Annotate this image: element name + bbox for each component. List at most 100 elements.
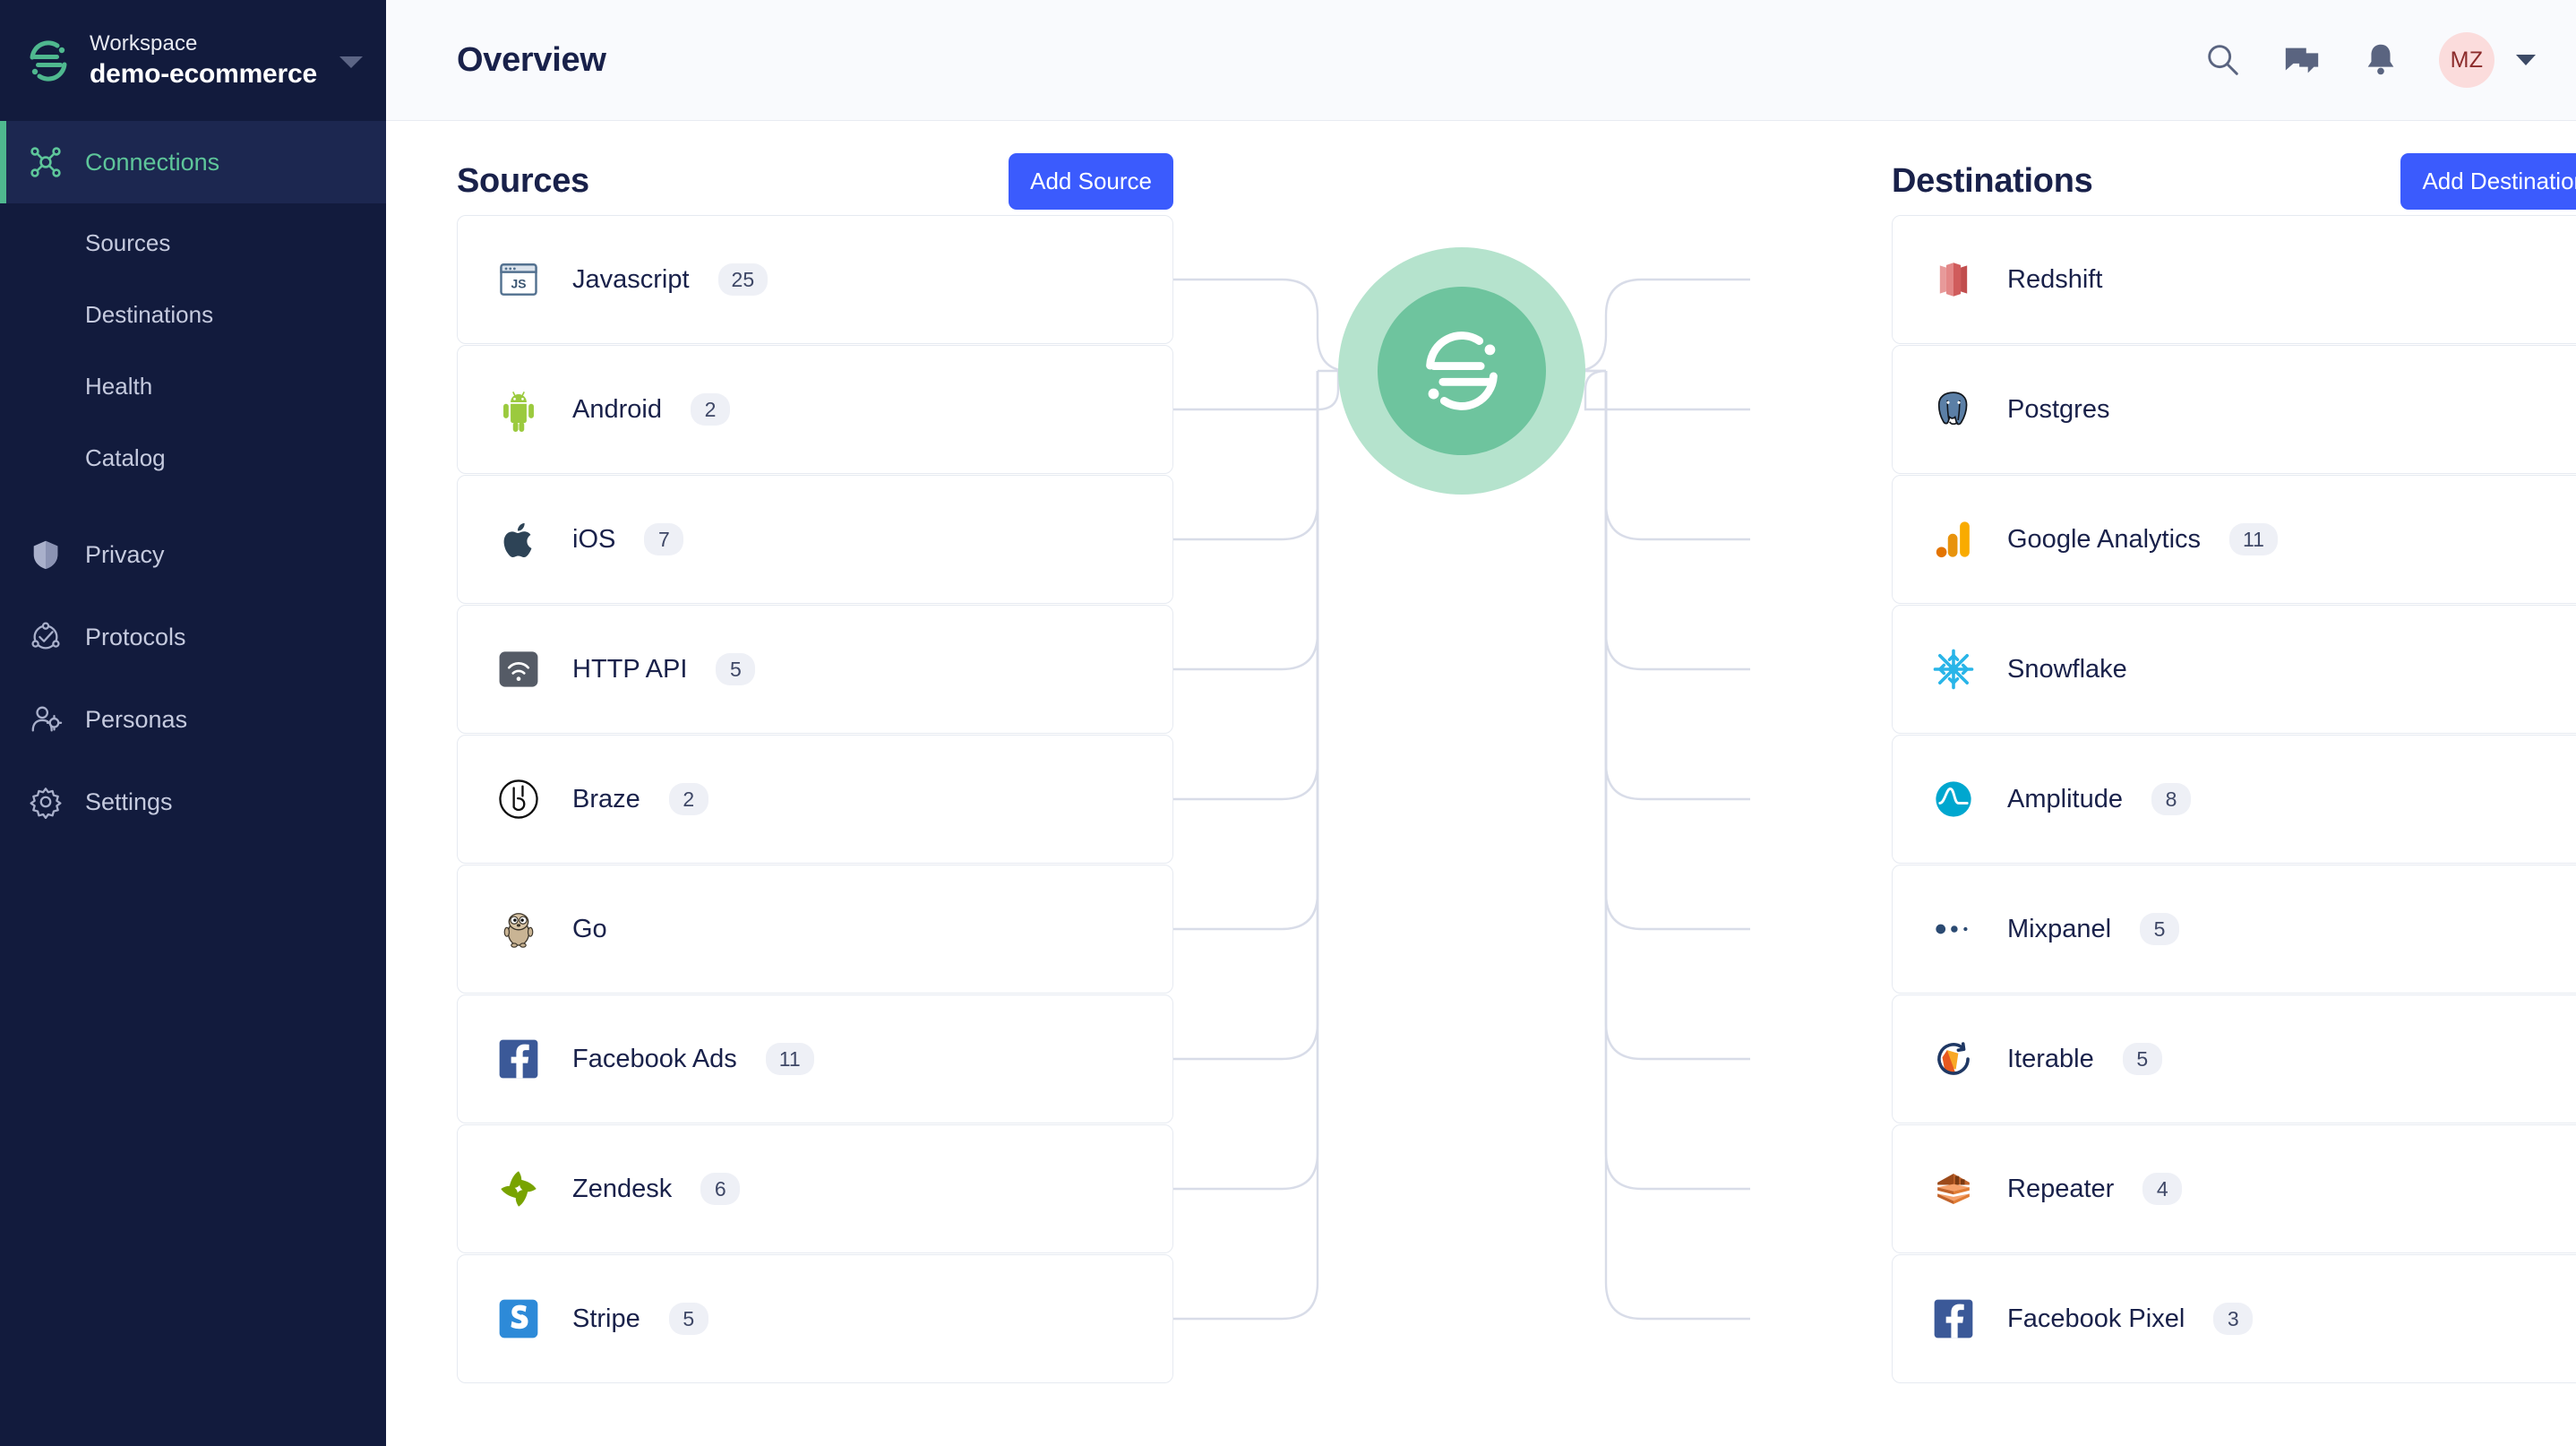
topbar-icons: MZ xyxy=(2202,32,2536,88)
bell-icon[interactable] xyxy=(2360,39,2401,81)
source-card-ios[interactable]: iOS 7 xyxy=(457,475,1173,604)
chevron-down-icon[interactable] xyxy=(339,56,363,68)
destination-card-google-analytics[interactable]: Google Analytics 11 xyxy=(1892,475,2576,604)
main-area: Overview xyxy=(386,0,2576,1446)
sidebar-item-privacy[interactable]: Privacy xyxy=(0,513,386,596)
sidebar-item-protocols[interactable]: Protocols xyxy=(0,596,386,678)
destination-card-postgres[interactable]: Postgres xyxy=(1892,345,2576,474)
source-name: Javascript xyxy=(572,264,690,294)
sidebar-item-health[interactable]: Health xyxy=(0,350,386,422)
source-name: HTTP API xyxy=(572,654,688,684)
source-count-badge: 2 xyxy=(690,392,730,426)
workspace-text: Workspace demo-ecommerce xyxy=(90,31,323,90)
avatar[interactable]: MZ xyxy=(2439,32,2494,88)
sidebar-item-label: Protocols xyxy=(85,623,186,650)
sidebar-subitem-label: Sources xyxy=(85,228,171,256)
sidebar-item-label: Settings xyxy=(85,788,173,815)
source-name: Zendesk xyxy=(572,1174,673,1203)
source-card-javascript[interactable]: JS Javascript 25 xyxy=(457,215,1173,344)
javascript-icon: JS xyxy=(494,254,544,305)
source-count-badge: 7 xyxy=(644,522,684,556)
sidebar-item-personas[interactable]: Personas xyxy=(0,678,386,761)
sidebar-item-label: Connections xyxy=(85,148,220,176)
sidebar-item-label: Personas xyxy=(85,705,188,733)
destination-card-mixpanel[interactable]: Mixpanel 5 xyxy=(1892,865,2576,994)
source-card-go[interactable]: Go xyxy=(457,865,1173,994)
connections-icon xyxy=(28,144,64,180)
sidebar-item-sources[interactable]: Sources xyxy=(0,207,386,279)
destinations-title: Destinations xyxy=(1892,162,2093,200)
topbar: Overview xyxy=(386,0,2576,121)
add-source-button[interactable]: Add Source xyxy=(1009,153,1173,210)
source-card-http-api[interactable]: HTTP API 5 xyxy=(457,605,1173,734)
page-title: Overview xyxy=(457,40,606,79)
segment-logo-icon xyxy=(23,36,73,86)
sources-title: Sources xyxy=(457,162,589,200)
destination-count-badge: 5 xyxy=(2122,1042,2162,1076)
go-gopher-icon xyxy=(494,904,544,954)
source-count-badge: 11 xyxy=(765,1042,814,1076)
source-name: Android xyxy=(572,394,662,424)
destination-count-badge: 11 xyxy=(2229,522,2278,556)
sidebar-subitem-label: Catalog xyxy=(85,443,166,471)
source-name: Go xyxy=(572,914,607,943)
sidebar-item-connections[interactable]: Connections xyxy=(0,121,386,203)
sidebar-item-settings[interactable]: Settings xyxy=(0,761,386,843)
destination-card-facebook-pixel[interactable]: Facebook Pixel 3 xyxy=(1892,1254,2576,1383)
workspace-name: demo-ecommerce xyxy=(90,58,317,89)
destination-name: Mixpanel xyxy=(2007,914,2112,943)
sidebar-item-destinations[interactable]: Destinations xyxy=(0,279,386,350)
workspace-label: Workspace xyxy=(90,30,198,56)
protocols-icon xyxy=(28,619,64,655)
sources-column: Sources Add Source JS xyxy=(457,121,1173,1384)
sources-header: Sources Add Source xyxy=(457,121,1173,215)
source-name: iOS xyxy=(572,524,616,554)
source-name: Braze xyxy=(572,784,640,813)
android-icon xyxy=(494,384,544,435)
facebook-icon xyxy=(1928,1294,1979,1344)
destination-card-snowflake[interactable]: Snowflake xyxy=(1892,605,2576,734)
workspace-switcher[interactable]: Workspace demo-ecommerce xyxy=(0,0,386,121)
destinations-column: Destinations Add Destination xyxy=(1892,121,2576,1384)
chat-icon[interactable] xyxy=(2281,39,2323,81)
source-card-stripe[interactable]: Stripe 5 xyxy=(457,1254,1173,1383)
google-analytics-icon xyxy=(1928,514,1979,564)
sidebar-subnav: Sources Destinations Health Catalog xyxy=(0,207,386,494)
destination-name: Redshift xyxy=(2007,264,2103,294)
amplitude-icon xyxy=(1928,774,1979,824)
redshift-icon xyxy=(1928,254,1979,305)
sidebar-item-catalog[interactable]: Catalog xyxy=(0,422,386,494)
connections-content: Sources Add Source JS xyxy=(386,121,2576,1446)
destinations-header: Destinations Add Destination xyxy=(1892,121,2576,215)
repeater-icon xyxy=(1928,1164,1979,1214)
source-card-android[interactable]: Android 2 xyxy=(457,345,1173,474)
add-destination-button[interactable]: Add Destination xyxy=(2400,153,2576,210)
personas-icon xyxy=(28,701,64,737)
source-count-badge: 5 xyxy=(716,652,756,686)
source-count-badge: 5 xyxy=(668,1302,708,1336)
destination-count-badge: 8 xyxy=(2151,782,2191,816)
destination-name: Repeater xyxy=(2007,1174,2115,1203)
destination-name: Snowflake xyxy=(2007,654,2127,684)
destination-count-badge: 3 xyxy=(2213,1302,2254,1336)
sidebar-subitem-label: Destinations xyxy=(85,300,214,328)
gear-icon xyxy=(28,784,64,820)
chevron-down-icon[interactable] xyxy=(2516,55,2536,65)
source-card-braze[interactable]: Braze 2 xyxy=(457,735,1173,864)
source-card-zendesk[interactable]: Zendesk 6 xyxy=(457,1124,1173,1253)
search-icon[interactable] xyxy=(2202,39,2244,81)
source-card-facebook-ads[interactable]: Facebook Ads 11 xyxy=(457,994,1173,1123)
destination-card-redshift[interactable]: Redshift xyxy=(1892,215,2576,344)
destination-card-iterable[interactable]: Iterable 5 xyxy=(1892,994,2576,1123)
sources-list: JS Javascript 2 5 xyxy=(457,215,1173,1383)
braze-icon xyxy=(494,774,544,824)
postgres-icon xyxy=(1928,384,1979,435)
destination-card-repeater[interactable]: Repeater 4 xyxy=(1892,1124,2576,1253)
destination-count-badge: 4 xyxy=(2142,1172,2183,1206)
svg-text:JS: JS xyxy=(511,276,526,290)
destination-card-amplitude[interactable]: Amplitude 8 xyxy=(1892,735,2576,864)
shield-icon xyxy=(28,537,64,572)
iterable-icon xyxy=(1928,1034,1979,1084)
destination-name: Google Analytics xyxy=(2007,524,2202,554)
source-count-badge: 2 xyxy=(668,782,708,816)
